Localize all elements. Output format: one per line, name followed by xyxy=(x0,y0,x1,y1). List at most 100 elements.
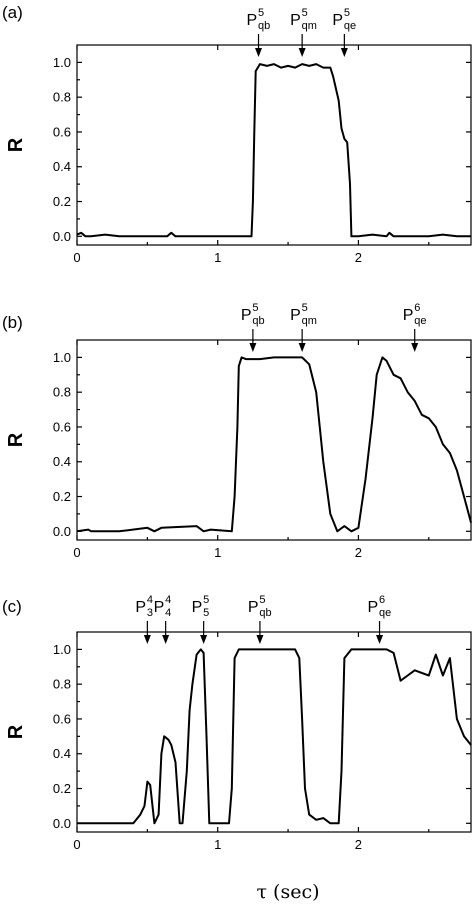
annotation-superscript: 5 xyxy=(344,7,350,19)
annotation-arrow-head xyxy=(143,635,151,644)
annotation-subscript: qb xyxy=(252,315,264,327)
panels: 0.00.20.40.60.81.00 1 2(a)RP 5qb P 5qm P 5qe0.0… xyxy=(2,3,472,852)
peak-annotation: P 6qe xyxy=(368,594,391,644)
x-tick-label: 2 xyxy=(355,545,362,560)
peak-annotation: P 5qb xyxy=(248,594,272,644)
plot-frame xyxy=(76,339,472,541)
y-tick-label: 0.8 xyxy=(53,90,71,105)
annotation-subscript: qe xyxy=(344,20,356,32)
x-tick-label: 0 xyxy=(73,250,80,265)
plot-frame xyxy=(76,44,472,246)
annotation-label: P xyxy=(290,12,301,29)
y-tick-label: 0.6 xyxy=(53,419,71,434)
y-tick-label: 0.6 xyxy=(53,711,71,726)
y-tick-label: 1.0 xyxy=(53,350,71,365)
peak-annotation: P 43 xyxy=(135,594,153,644)
x-tick-label: 1 xyxy=(214,250,221,265)
annotation-superscript: 5 xyxy=(302,7,308,19)
y-axis-label: R xyxy=(5,137,27,152)
y-axis-label: R xyxy=(5,724,27,739)
x-axis-label: τ (sec) xyxy=(256,881,319,903)
y-axis-label: R xyxy=(5,432,27,447)
x-tick-label: 0 xyxy=(73,545,80,560)
annotation-subscript: qe xyxy=(414,315,426,327)
chart-panel: 0.00.20.40.60.81.00 1 2(c)RP 43 P 44 P 55 P 5qb P 6… xyxy=(2,594,472,852)
peak-annotation: P 55 xyxy=(192,594,209,644)
annotation-label: P xyxy=(154,599,165,616)
annotation-superscript: 4 xyxy=(147,594,153,606)
annotation-arrow-head xyxy=(255,48,263,57)
peak-annotation: P 5qm xyxy=(290,302,317,352)
annotation-superscript: 4 xyxy=(165,594,171,606)
chart-panel: 0.00.20.40.60.81.00 1 2(a)RP 5qb P 5qm P 5qe xyxy=(2,3,472,265)
y-tick-label: 0.2 xyxy=(53,489,71,504)
annotation-subscript: qm xyxy=(302,315,317,327)
annotation-label: P xyxy=(135,599,146,616)
annotation-arrow-head xyxy=(376,635,384,644)
y-tick-label: 0.2 xyxy=(53,781,71,796)
data-series-line xyxy=(77,648,472,825)
x-tick-label: 2 xyxy=(355,250,362,265)
peak-annotation: P 5qb xyxy=(241,302,265,352)
peak-annotation: P 5qb xyxy=(247,7,270,57)
y-tick-label: 0.6 xyxy=(53,124,71,139)
annotation-superscript: 5 xyxy=(259,594,265,606)
panel-label: (c) xyxy=(2,597,22,616)
y-tick-label: 1.0 xyxy=(53,642,71,657)
annotation-arrow-head xyxy=(200,635,208,644)
annotation-label: P xyxy=(368,599,379,616)
peak-annotation: P 5qm xyxy=(290,7,317,57)
y-tick-label: 0.0 xyxy=(53,229,71,244)
y-tick-label: 0.4 xyxy=(53,746,71,761)
annotation-superscript: 6 xyxy=(379,594,385,606)
annotation-arrow-head xyxy=(411,343,419,352)
annotation-label: P xyxy=(248,599,259,616)
annotation-label: P xyxy=(247,12,258,29)
annotation-label: P xyxy=(192,599,203,616)
peak-annotation: P 5qe xyxy=(332,7,356,57)
annotation-subscript: 5 xyxy=(203,607,209,619)
data-series-line xyxy=(76,356,472,533)
x-tick-label: 0 xyxy=(73,837,80,852)
annotation-arrow-head xyxy=(340,48,348,57)
annotation-superscript: 5 xyxy=(252,302,258,314)
y-tick-label: 1.0 xyxy=(53,55,71,70)
annotation-label: P xyxy=(403,307,414,324)
annotation-subscript: qb xyxy=(259,607,271,619)
plot-frame xyxy=(76,631,472,833)
annotation-arrow-head xyxy=(162,635,170,644)
annotation-subscript: qb xyxy=(258,20,270,32)
x-tick-label: 1 xyxy=(214,545,221,560)
y-tick-label: 0.2 xyxy=(53,194,71,209)
panel-label: (a) xyxy=(2,3,23,22)
panel-label: (b) xyxy=(2,313,23,332)
x-tick-label: 1 xyxy=(214,837,221,852)
y-tick-label: 0.0 xyxy=(53,524,71,539)
y-tick-label: 0.0 xyxy=(53,816,71,831)
annotation-arrow-head xyxy=(298,48,306,57)
annotation-label: P xyxy=(332,12,343,29)
annotation-superscript: 5 xyxy=(302,302,308,314)
y-tick-label: 0.8 xyxy=(53,385,71,400)
peak-annotation: P 44 xyxy=(154,594,171,644)
annotation-superscript: 6 xyxy=(414,302,420,314)
y-tick-label: 0.4 xyxy=(53,454,71,469)
y-tick-label: 0.4 xyxy=(53,159,71,174)
annotation-subscript: 4 xyxy=(165,607,171,619)
data-series-line xyxy=(76,63,471,238)
annotation-arrow-head xyxy=(298,343,306,352)
annotation-arrow-head xyxy=(256,635,264,644)
peak-annotation: P 6qe xyxy=(403,302,426,352)
annotation-subscript: qm xyxy=(302,20,317,32)
annotation-superscript: 5 xyxy=(258,7,264,19)
x-tick-label: 2 xyxy=(355,837,362,852)
y-tick-label: 0.8 xyxy=(53,677,71,692)
annotation-arrow-head xyxy=(249,343,257,352)
annotation-superscript: 5 xyxy=(203,594,209,606)
annotation-label: P xyxy=(241,307,252,324)
annotation-subscript: 3 xyxy=(147,607,153,619)
annotation-subscript: qe xyxy=(379,607,391,619)
annotation-label: P xyxy=(290,307,301,324)
chart-panel: 0.00.20.40.60.81.00 1 2(b)RP 5qb P 5qm P 6qe xyxy=(2,302,472,560)
